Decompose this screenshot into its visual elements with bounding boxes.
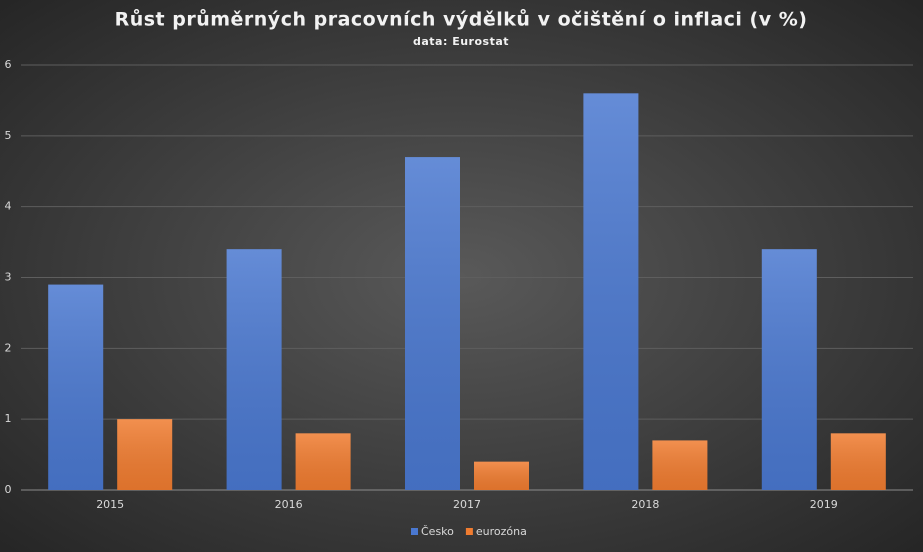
- x-tick-label: 2015: [96, 498, 124, 511]
- y-tick-label: 2: [5, 341, 12, 354]
- bar-shade: [652, 440, 708, 490]
- y-tick-label: 6: [5, 58, 12, 71]
- bar-shade: [226, 249, 282, 490]
- bar-shade: [117, 419, 173, 490]
- bar-shade: [761, 249, 817, 490]
- y-tick-label: 3: [5, 271, 12, 284]
- x-tick-label: 2017: [453, 498, 481, 511]
- bar-shade: [295, 433, 351, 490]
- legend-swatch: [465, 528, 473, 535]
- bar-shade: [405, 157, 460, 491]
- chart-title: Růst průměrných pracovních výdělků v oči…: [115, 8, 808, 31]
- legend-label: Česko: [421, 525, 454, 538]
- x-tick-label: 2019: [810, 498, 838, 511]
- x-tick-label: 2016: [275, 498, 303, 511]
- y-tick-label: 5: [5, 129, 12, 142]
- y-tick-label: 0: [5, 483, 12, 496]
- bar-shade: [48, 284, 104, 490]
- chart-subtitle: data: Eurostat: [413, 35, 509, 48]
- legend-swatch: [411, 528, 418, 535]
- bar-shade: [830, 433, 886, 490]
- bar-shade: [474, 461, 529, 490]
- y-tick-label: 1: [5, 412, 12, 425]
- bar-shade: [583, 93, 639, 490]
- x-tick-label: 2018: [631, 498, 659, 511]
- legend-label: eurozóna: [476, 525, 527, 538]
- y-tick-label: 4: [5, 200, 12, 213]
